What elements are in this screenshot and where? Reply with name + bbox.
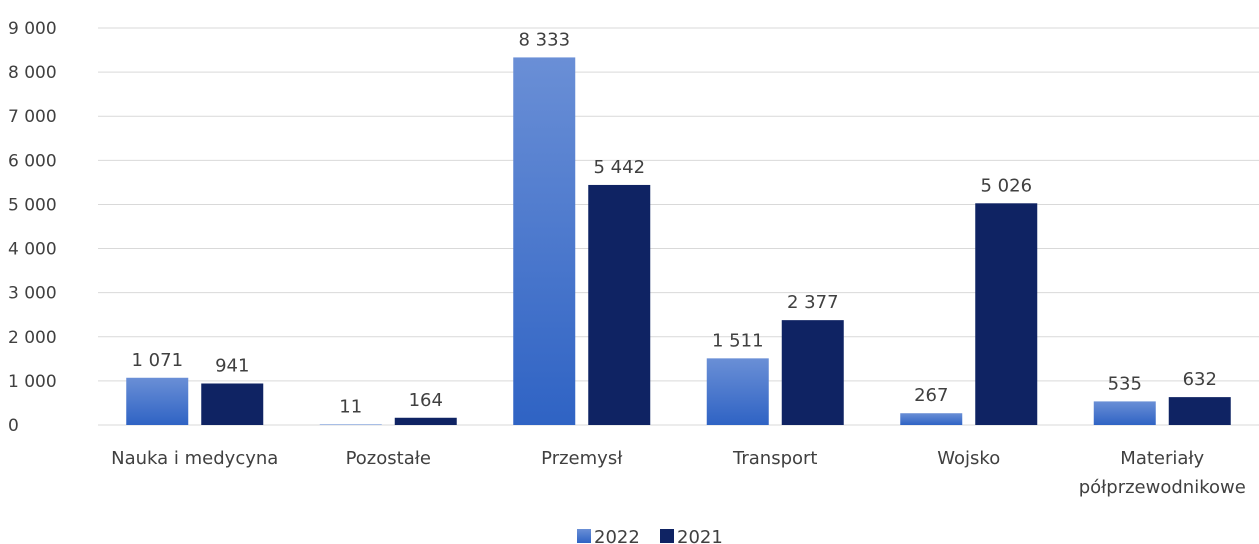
category-label: Nauka i medycyna — [111, 448, 278, 469]
category-label: Transport — [732, 448, 817, 469]
bar-2021 — [201, 383, 264, 425]
bar-2022 — [900, 413, 963, 425]
data-label: 535 — [1108, 373, 1142, 394]
bar-2021 — [1168, 397, 1231, 425]
bar-2021 — [394, 417, 457, 425]
data-label: 11 — [339, 397, 362, 418]
y-tick-label: 2 000 — [8, 328, 57, 348]
legend: 2022 2021 — [577, 527, 723, 544]
data-label: 267 — [914, 385, 948, 406]
y-tick-label: 1 000 — [8, 372, 57, 392]
category-label: Przemysł — [541, 448, 623, 469]
x-axis-category-labels: Nauka i medycyna Pozostałe Przemysł Transpo… — [111, 448, 1246, 498]
data-label: 941 — [215, 355, 249, 376]
legend-swatch-2022 — [577, 529, 591, 543]
legend-label: 2021 — [677, 527, 723, 544]
data-label: 5 442 — [593, 157, 645, 178]
bar-2021 — [588, 184, 651, 425]
bars — [126, 57, 1231, 425]
data-label: 1 071 — [131, 350, 183, 371]
bar-2021 — [781, 320, 844, 425]
category-label: półprzewodnikowe — [1079, 477, 1246, 498]
category-label: Materiały — [1120, 448, 1204, 469]
data-label: 5 026 — [980, 175, 1032, 196]
y-tick-label: 9 000 — [8, 19, 57, 39]
bar-2022 — [513, 57, 576, 425]
gridlines — [98, 27, 1259, 426]
legend-label: 2022 — [594, 527, 640, 544]
category-label: Wojsko — [937, 448, 1000, 469]
bar-2022 — [1093, 401, 1156, 425]
y-axis-tick-labels: 0 1 000 2 000 3 000 4 000 5 000 6 000 7 000 8 00… — [8, 19, 57, 436]
y-tick-label: 5 000 — [8, 195, 57, 215]
y-tick-label: 6 000 — [8, 151, 57, 171]
legend-swatch-2021 — [660, 529, 674, 543]
category-label: Pozostałe — [346, 448, 431, 469]
y-tick-label: 8 000 — [8, 63, 57, 83]
data-label: 1 511 — [712, 330, 764, 351]
data-label: 2 377 — [787, 292, 839, 313]
y-tick-label: 7 000 — [8, 107, 57, 127]
y-tick-label: 4 000 — [8, 240, 57, 260]
bar-2022 — [706, 358, 769, 425]
data-label: 8 333 — [518, 29, 570, 50]
data-labels: 1 071 941 11 164 8 333 5 442 1 511 2 377 267 5 02… — [131, 29, 1216, 417]
y-tick-label: 0 — [8, 416, 19, 436]
bar-2022 — [126, 377, 189, 425]
bar-2021 — [975, 203, 1038, 425]
data-label: 632 — [1183, 369, 1217, 390]
data-label: 164 — [409, 390, 443, 411]
y-tick-label: 3 000 — [8, 284, 57, 304]
